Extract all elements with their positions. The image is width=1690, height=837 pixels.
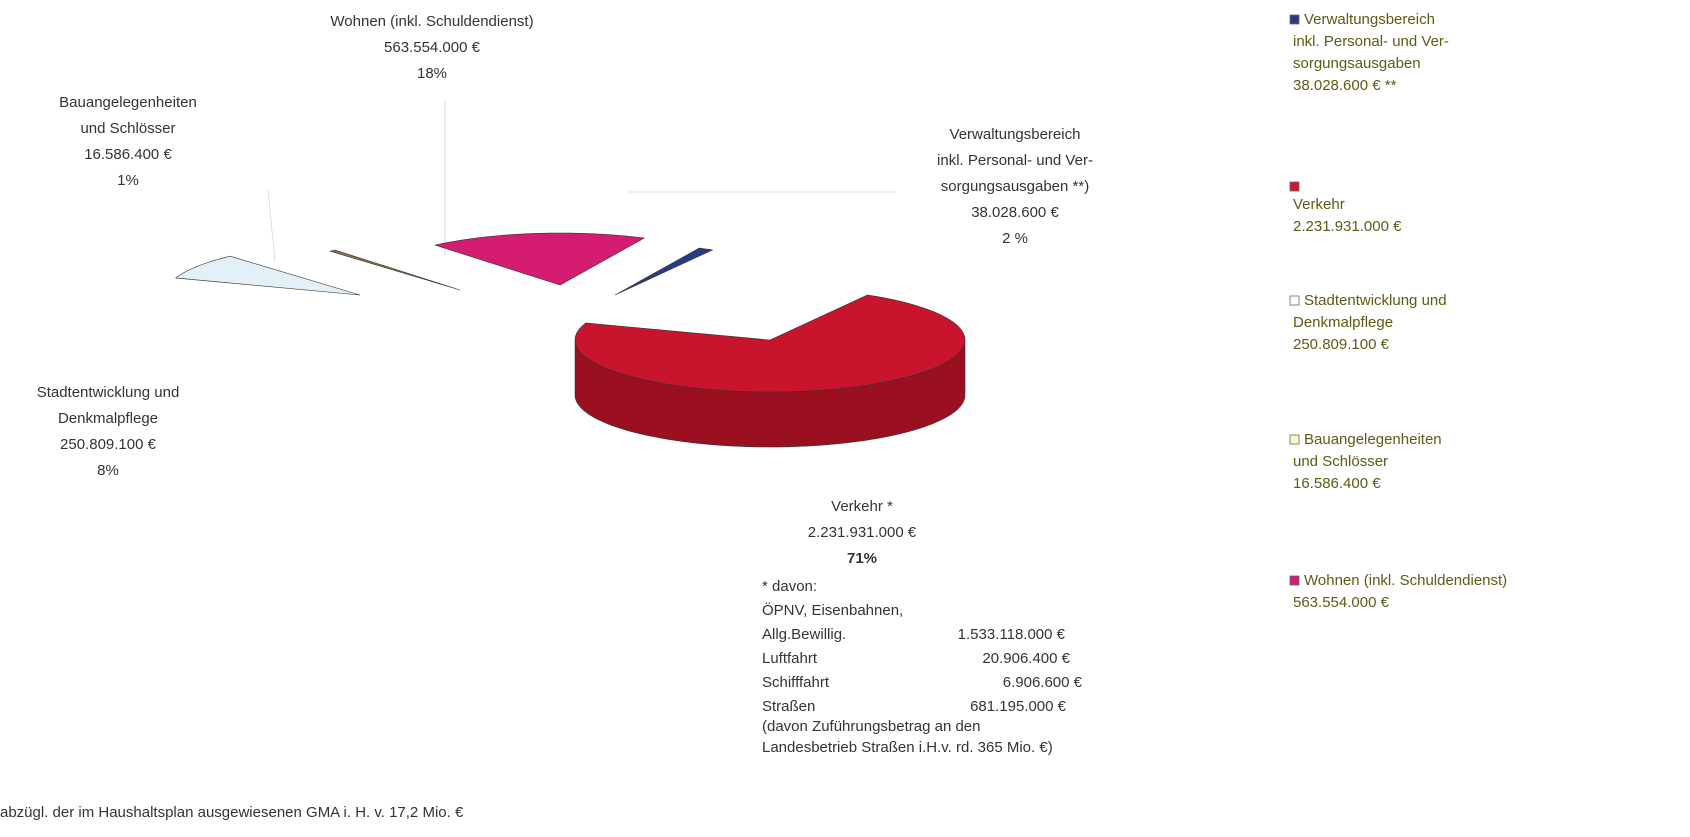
legend-label: und Schlösser <box>1293 453 1388 470</box>
note: (davon Zuführungsbetrag an den <box>762 718 981 735</box>
slice-top <box>174 255 361 296</box>
note-amount: 6.906.600 € <box>1003 674 1083 691</box>
note-label: Straßen <box>762 698 815 715</box>
slice-percent: 1% <box>117 172 139 189</box>
pie-slice <box>614 247 714 296</box>
slice-percent: 2 % <box>1002 230 1028 247</box>
note-amount: 20.906.400 € <box>982 650 1070 667</box>
slice-top <box>574 294 966 393</box>
pie-slice <box>174 255 361 296</box>
note-amount: 1.533.118.000 € <box>958 626 1066 643</box>
pie-slice <box>574 294 966 448</box>
slice-label: Verwaltungsbereich <box>950 126 1081 143</box>
note-label: Allg.Bewillig. <box>762 626 846 643</box>
legend-label: Stadtentwicklung und <box>1304 292 1447 309</box>
slice-percent: 18% <box>417 65 447 82</box>
legend-label: Verwaltungsbereich <box>1304 11 1435 28</box>
legend-swatch <box>1289 295 1300 306</box>
legend-label: Verkehr <box>1293 196 1345 213</box>
slice-top <box>614 247 714 296</box>
note-amount: 681.195.000 € <box>970 698 1067 715</box>
legend-swatch <box>1289 575 1300 586</box>
pie-slice <box>433 232 646 286</box>
slice-label: und Schlösser <box>80 120 175 137</box>
slice-label: inkl. Personal- und Ver- <box>937 152 1093 169</box>
slice-label: Bauangelegenheiten <box>59 94 197 111</box>
legend-swatch <box>1289 181 1300 192</box>
slice-label: Wohnen (inkl. Schuldendienst) <box>330 13 533 30</box>
note: * davon: <box>762 578 817 595</box>
legend-label: Bauangelegenheiten <box>1304 431 1442 448</box>
pie-slice <box>328 249 461 291</box>
slice-amount: 250.809.100 € <box>60 436 157 453</box>
footnote: abzügl. der im Haushaltsplan ausgewiesen… <box>0 804 464 821</box>
slice-percent: 71% <box>847 550 877 567</box>
slice-percent: 8% <box>97 462 119 479</box>
slice-amount: 2.231.931.000 € <box>808 524 917 541</box>
legend-label: 2.231.931.000 € <box>1293 218 1402 235</box>
legend-label: 563.554.000 € <box>1293 594 1390 611</box>
note-label: Luftfahrt <box>762 650 818 667</box>
legend-label: 38.028.600 € ** <box>1293 77 1397 94</box>
legend-swatch <box>1289 14 1300 25</box>
slice-amount: 563.554.000 € <box>384 39 481 56</box>
slice-amount: 38.028.600 € <box>971 204 1059 221</box>
note: Landesbetrieb Straßen i.H.v. rd. 365 Mio… <box>762 739 1053 756</box>
legend-label: sorgungsausgaben <box>1293 55 1421 72</box>
slice-top <box>433 232 646 286</box>
legend-label: 250.809.100 € <box>1293 336 1390 353</box>
legend-swatch <box>1289 434 1300 445</box>
note: ÖPNV, Eisenbahnen, <box>762 601 903 619</box>
slice-label: Denkmalpflege <box>58 410 158 427</box>
slice-label: Stadtentwicklung und <box>37 384 180 401</box>
leader-lines <box>267 100 895 263</box>
legend-label: Wohnen (inkl. Schuldendienst) <box>1304 572 1507 589</box>
slice-label: Verkehr * <box>831 498 893 515</box>
slice-amount: 16.586.400 € <box>84 146 172 163</box>
slice-top <box>328 249 461 291</box>
legend-label: inkl. Personal- und Ver- <box>1293 33 1449 50</box>
note-label: Schifffahrt <box>762 674 830 691</box>
legend-label: Denkmalpflege <box>1293 314 1393 331</box>
slice-label: sorgungsausgaben **) <box>941 178 1089 195</box>
legend-label: 16.586.400 € <box>1293 475 1381 492</box>
